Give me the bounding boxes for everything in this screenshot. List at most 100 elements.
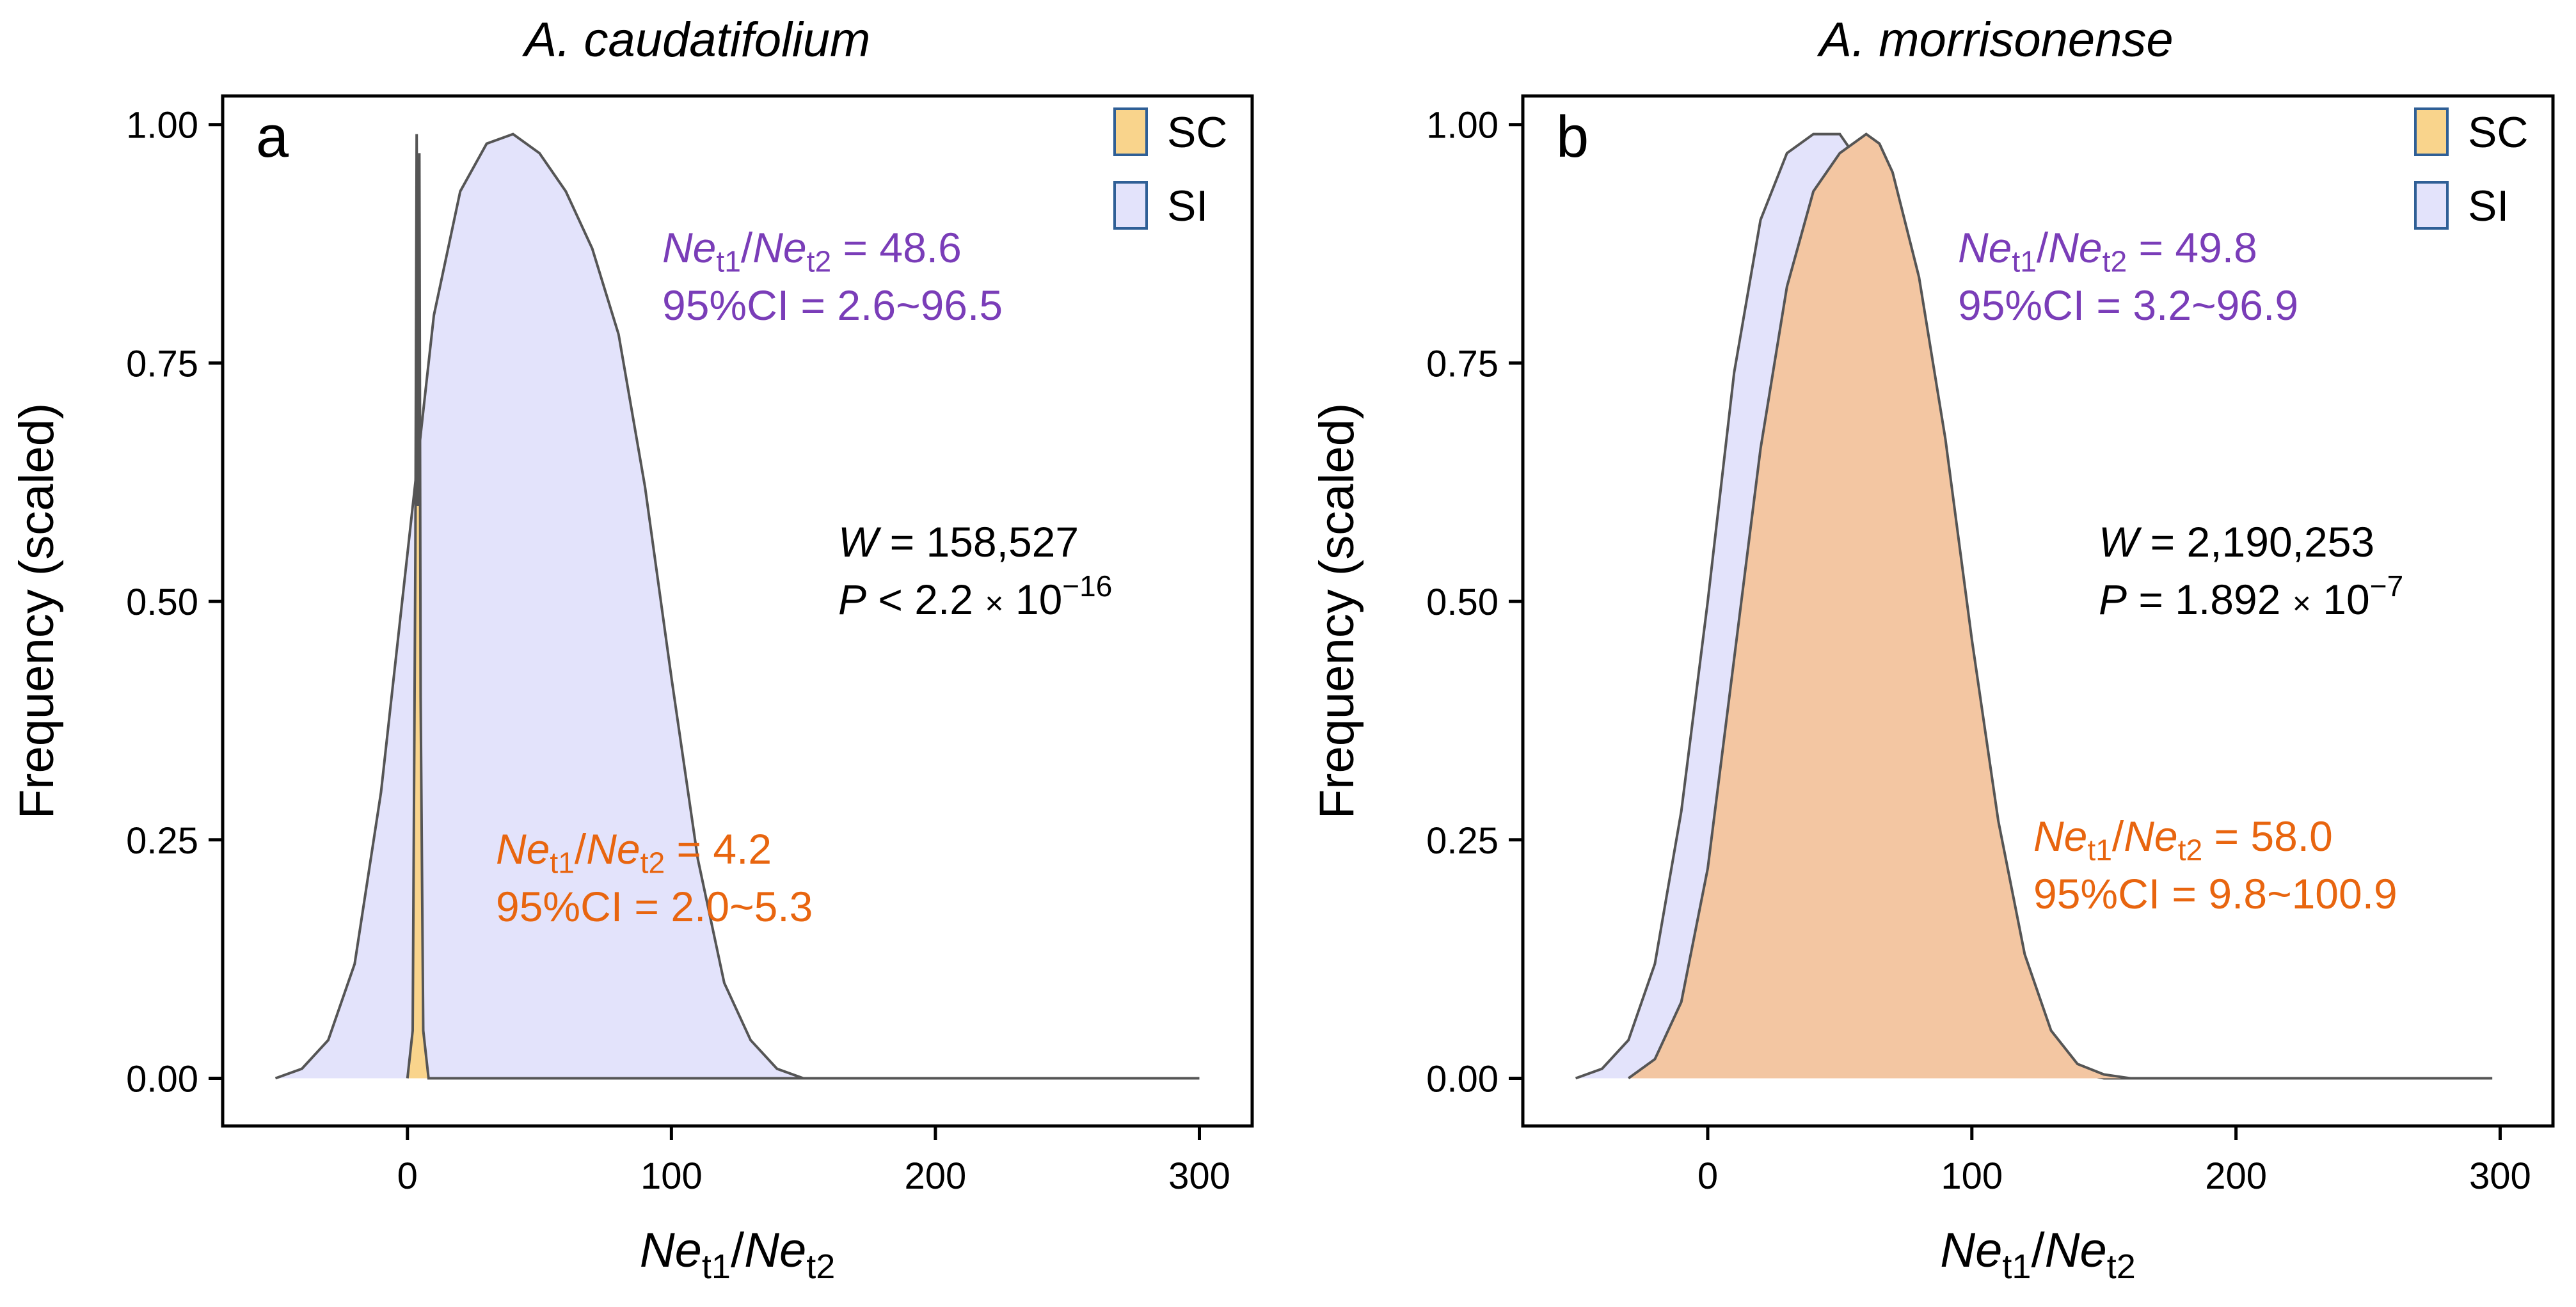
times-symbol: ×	[985, 585, 1003, 621]
panel-letter: b	[1556, 104, 1589, 170]
subscript-t2: t2	[807, 245, 832, 278]
w-symbol: W	[2099, 518, 2142, 566]
w-symbol: W	[838, 518, 882, 566]
y-axis-label: Frequency (scaled)	[10, 403, 64, 820]
x-tick-label: 200	[905, 1155, 967, 1197]
subscript-t1: t1	[550, 846, 575, 880]
y-tick-label: 0.50	[1426, 582, 1499, 623]
y-axis-label: Frequency (scaled)	[1310, 403, 1364, 820]
p-mantissa: = 1.892	[2127, 576, 2293, 623]
panel-a: A. caudatifolium 0.00 0.25 0.50 0.75 1.00 0 100…	[10, 13, 1254, 1286]
p-symbol: P	[2099, 576, 2127, 623]
subscript-t1: t1	[2087, 834, 2112, 867]
subscript-t1: t1	[716, 245, 741, 278]
ten: 10	[1004, 576, 1063, 623]
plot-area	[274, 132, 1200, 1080]
subscript-t2: t2	[2103, 245, 2127, 278]
slash: /	[741, 224, 753, 271]
legend-label-si: SI	[2468, 182, 2509, 230]
area-si	[275, 134, 1200, 1079]
ne-text: Ne	[1940, 1223, 2002, 1278]
panel-title: A. morrisonense	[1817, 13, 2173, 67]
plot-frame	[1521, 94, 2555, 1128]
x-tick-label: 100	[640, 1155, 703, 1197]
ne-text: Ne	[662, 224, 716, 271]
panel-b: A. morrisonense 0.00 0.25 0.50 0.75 1.00 0 100 2…	[1310, 13, 2555, 1286]
panel-letter: a	[256, 104, 289, 170]
sc-ci-annotation: 95%CI = 9.8~100.9	[2033, 870, 2397, 917]
legend-label-si: SI	[1167, 182, 1208, 230]
x-tick-label: 300	[1168, 1155, 1230, 1197]
ne-text: Ne	[752, 224, 806, 271]
si-ratio-annotation: Net1/Net2 = 49.8	[1958, 224, 2257, 278]
ratio-value: = 48.6	[831, 224, 962, 271]
ne-text: Ne	[496, 825, 550, 873]
p-symbol: P	[838, 576, 866, 623]
legend-swatch-sc	[2414, 107, 2449, 156]
si-ratio-annotation: Net1/Net2 = 48.6	[662, 224, 962, 278]
slash: /	[2031, 1223, 2045, 1278]
w-statistic: W = 158,527	[838, 518, 1079, 566]
x-tick-label: 100	[1941, 1155, 2003, 1197]
y-tick-label: 0.75	[126, 343, 198, 384]
ne-text: Ne	[2048, 224, 2102, 271]
p-exponent: −7	[2370, 569, 2403, 603]
w-value: = 2,190,253	[2138, 518, 2374, 566]
ratio-value: = 49.8	[2127, 224, 2257, 271]
slash: /	[575, 825, 587, 873]
slash: /	[2037, 224, 2049, 271]
w-statistic: W = 2,190,253	[2099, 518, 2374, 566]
plot-frame	[221, 94, 1254, 1128]
ne-text: Ne	[640, 1223, 702, 1278]
line-si	[274, 132, 1200, 1080]
subscript-t1: t1	[702, 1248, 731, 1286]
sc-ratio-annotation: Net1/Net2 = 4.2	[496, 825, 772, 880]
ne-text: Ne	[744, 1223, 806, 1278]
sc-ci-annotation: 95%CI = 2.0~5.3	[496, 883, 813, 930]
ne-text: Ne	[2033, 812, 2087, 860]
subscript-t1: t1	[2012, 245, 2037, 278]
y-tick-label: 1.00	[1426, 105, 1499, 147]
subscript-t2: t2	[806, 1248, 835, 1286]
ratio-value: = 4.2	[665, 825, 772, 873]
p-exponent: −16	[1062, 569, 1112, 603]
plot-area	[1575, 132, 2493, 1080]
ne-text: Ne	[586, 825, 640, 873]
y-tick-label: 0.00	[126, 1058, 198, 1100]
ten: 10	[2311, 576, 2370, 623]
y-tick-label: 0.50	[126, 582, 198, 623]
x-tick-label: 0	[1697, 1155, 1718, 1197]
ne-text: Ne	[2045, 1223, 2107, 1278]
p-value: P = 1.892 × 10−7	[2099, 569, 2403, 623]
line-sc	[406, 134, 1200, 1080]
x-tick-label: 0	[397, 1155, 418, 1197]
legend-swatch-si	[2414, 181, 2449, 230]
slash: /	[2112, 812, 2124, 860]
subscript-t1: t1	[2002, 1248, 2031, 1286]
legend-label-sc: SC	[2468, 108, 2528, 157]
times-symbol: ×	[2293, 585, 2311, 621]
panel-title: A. caudatifolium	[522, 13, 871, 67]
y-tick-label: 1.00	[126, 105, 198, 147]
area-sc	[1628, 134, 2493, 1079]
x-tick-label: 300	[2469, 1155, 2531, 1197]
subscript-t2: t2	[2107, 1248, 2136, 1286]
y-tick-label: 0.25	[126, 820, 198, 862]
p-value: P < 2.2 × 10−16	[838, 569, 1112, 623]
x-axis-label: Net1/Net2	[1940, 1223, 2136, 1286]
x-tick-label: 200	[2205, 1155, 2267, 1197]
ne-text: Ne	[2124, 812, 2177, 860]
line-sc	[1627, 132, 2493, 1080]
y-tick-label: 0.75	[1426, 343, 1499, 384]
w-value: = 158,527	[878, 518, 1079, 566]
legend-label-sc: SC	[1167, 108, 1227, 157]
legend-swatch-si	[1113, 181, 1148, 230]
y-tick-label: 0.25	[1426, 820, 1499, 862]
subscript-t2: t2	[640, 846, 665, 880]
slash: /	[731, 1223, 745, 1278]
si-ci-annotation: 95%CI = 3.2~96.9	[1958, 281, 2298, 329]
legend-swatch-sc	[1113, 107, 1148, 156]
sc-ratio-annotation: Net1/Net2 = 58.0	[2033, 812, 2333, 867]
subscript-t2: t2	[2178, 834, 2203, 867]
